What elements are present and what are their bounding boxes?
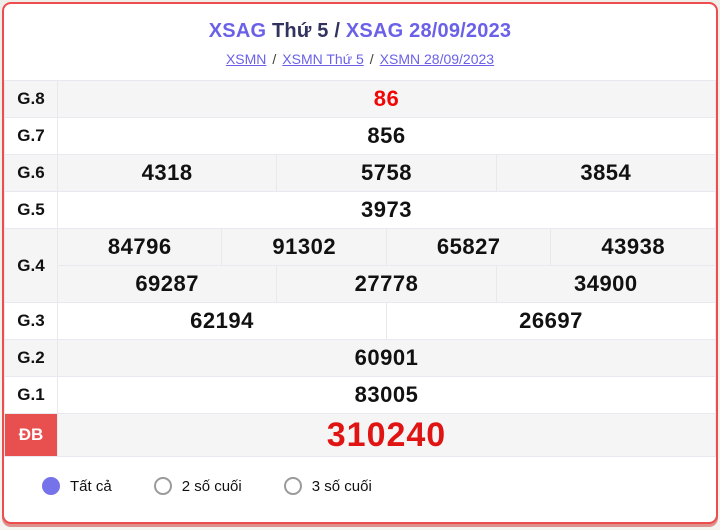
special-prize-label: ĐB <box>4 413 58 457</box>
filter-option-label: Tất cả <box>70 477 112 495</box>
results-table: G.8 86 G.7 856 G.6 4318 5758 3854 G.5 39… <box>4 80 716 457</box>
breadcrumb-separator: / <box>272 51 277 67</box>
prize-label: G.8 <box>4 80 58 118</box>
table-row-g8: G.8 86 <box>4 80 716 118</box>
prize-value: 5758 <box>276 154 497 192</box>
prize-value: 65827 <box>385 228 552 266</box>
table-row-g6: G.6 4318 5758 3854 <box>4 154 716 192</box>
breadcrumb-link-xsmn-weekday[interactable]: XSMN Thứ 5 <box>282 51 364 67</box>
prize-value: 3973 <box>57 191 716 229</box>
title-weekday: Thứ 5 / <box>272 20 346 42</box>
title-station: XSAG <box>208 20 273 42</box>
table-row-g7: G.7 856 <box>4 117 716 155</box>
table-row-db: ĐB 310240 <box>4 413 716 457</box>
radio-unselected-icon[interactable] <box>283 477 302 495</box>
prize-label: G.5 <box>4 191 58 229</box>
prize-value: 60901 <box>57 339 716 377</box>
prize-label: G.4 <box>4 228 58 303</box>
prize-value: 91302 <box>221 228 387 266</box>
prize-value: 43938 <box>550 228 716 266</box>
breadcrumb-link-xsmn[interactable]: XSMN <box>225 51 267 67</box>
filter-options: Tất cả 2 số cuối 3 số cuối <box>4 457 716 495</box>
prize-value: 34900 <box>495 265 716 303</box>
prize-value: 4318 <box>56 154 278 192</box>
filter-option-last2[interactable]: 2 số cuối <box>153 477 242 495</box>
header: XSAG Thứ 5 / XSAG 28/09/2023 XSMN / XSMN T… <box>4 4 716 67</box>
filter-option-label: 3 số cuối <box>311 477 372 495</box>
prize-value: 3854 <box>495 154 716 192</box>
breadcrumb-separator: / <box>369 51 374 67</box>
filter-option-label: 2 số cuối <box>181 477 242 495</box>
breadcrumb-link-xsmn-date[interactable]: XSMN 28/09/2023 <box>379 51 495 67</box>
prize-value: 84796 <box>56 228 223 266</box>
table-row-g4a: G.4 84796 91302 65827 43938 <box>4 228 716 303</box>
lottery-result-card: XSAG Thứ 5 / XSAG 28/09/2023 XSMN / XSMN T… <box>2 2 718 524</box>
table-row-g5: G.5 3973 <box>4 191 716 229</box>
prize-label: G.1 <box>4 376 58 414</box>
title-date: XSAG 28/09/2023 <box>345 20 512 42</box>
table-row-g1: G.1 83005 <box>4 376 716 414</box>
prize-label: G.2 <box>4 339 58 377</box>
table-row-g4b: 69287 27778 34900 <box>5 265 716 303</box>
breadcrumb: XSMN / XSMN Thứ 5 / XSMN 28/09/2023 <box>4 51 716 67</box>
page-title: XSAG Thứ 5 / XSAG 28/09/2023 <box>4 20 716 43</box>
filter-option-all[interactable]: Tất cả <box>42 477 112 495</box>
table-row-g2: G.2 60901 <box>4 339 716 377</box>
prize-value: 83005 <box>57 376 716 414</box>
radio-selected-icon[interactable] <box>42 477 60 495</box>
prize-value: 86 <box>57 80 716 118</box>
prize-value: 27778 <box>276 265 497 303</box>
special-prize-value: 310240 <box>57 413 716 457</box>
radio-unselected-icon[interactable] <box>153 477 172 495</box>
prize-label: G.7 <box>4 117 58 155</box>
prize-value: 69287 <box>56 265 278 303</box>
filter-option-last3[interactable]: 3 số cuối <box>283 477 372 495</box>
prize-value: 26697 <box>385 302 716 340</box>
prize-label: G.6 <box>4 154 58 192</box>
prize-value: 62194 <box>57 302 387 340</box>
prize-value: 856 <box>57 117 716 155</box>
prize-label: G.3 <box>4 302 58 340</box>
table-row-g3: G.3 62194 26697 <box>4 302 716 340</box>
